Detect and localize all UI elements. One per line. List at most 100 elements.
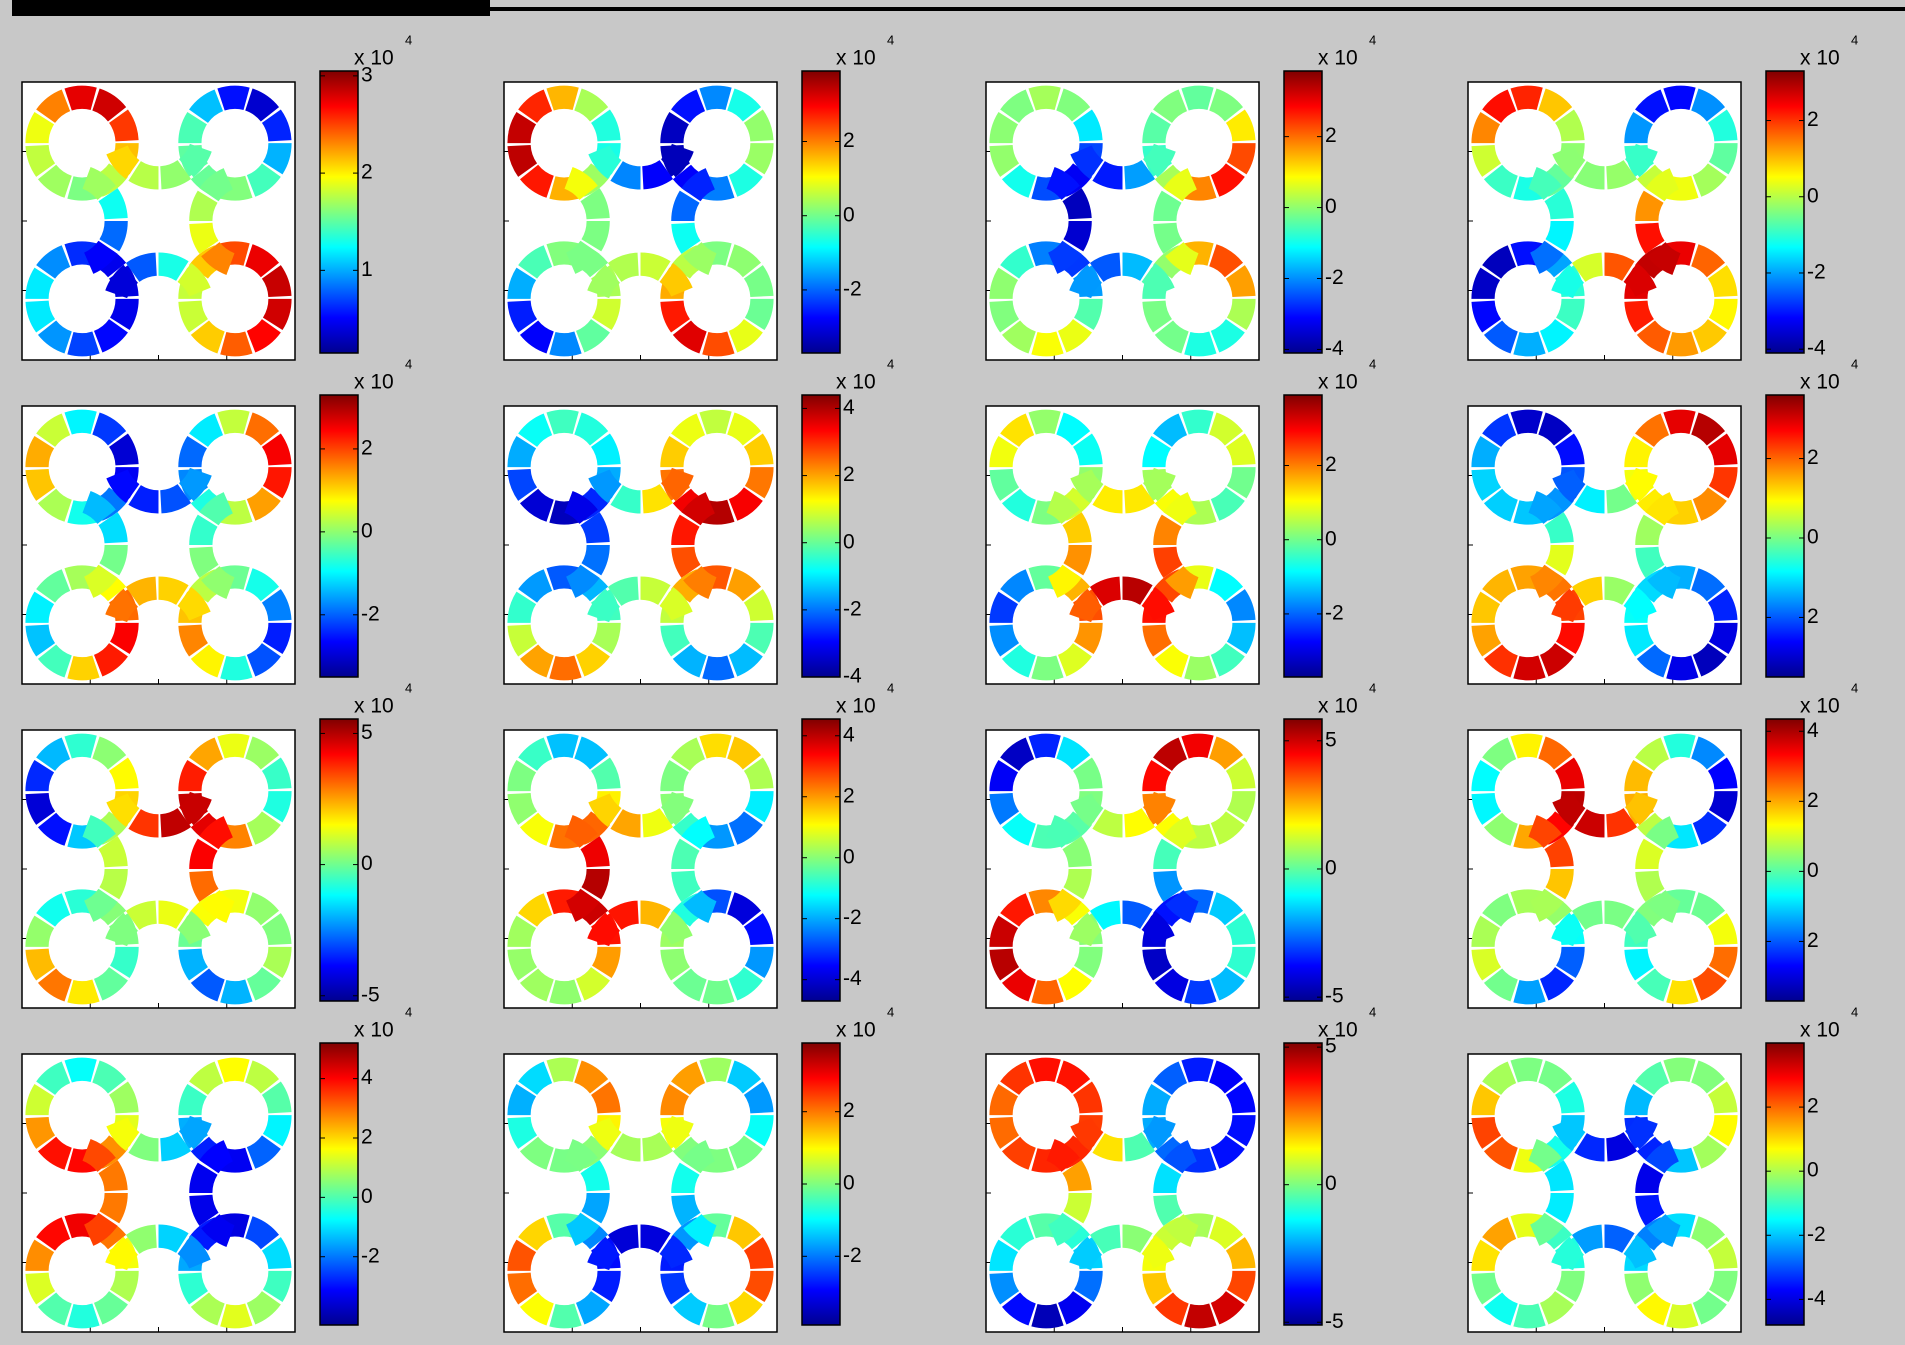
field-segment bbox=[1047, 240, 1082, 274]
field-segment bbox=[1663, 733, 1696, 759]
field-segment bbox=[1070, 792, 1104, 828]
field-segment bbox=[105, 912, 139, 947]
field-segment bbox=[573, 88, 609, 123]
field-segment bbox=[1624, 1083, 1654, 1116]
colorbar-tick-label: 0 bbox=[1325, 857, 1337, 880]
field-segment bbox=[1635, 1061, 1670, 1096]
field-segment bbox=[519, 812, 555, 846]
field-segment bbox=[109, 1270, 139, 1303]
field-segment bbox=[37, 1291, 73, 1326]
field-segment bbox=[81, 167, 116, 201]
colorbar-tick-label: -2 bbox=[843, 597, 862, 620]
colorbar-multiplier: x 10 bbox=[836, 47, 876, 70]
field-segment bbox=[1513, 331, 1546, 357]
colorbar-exponent: 4 bbox=[1851, 1004, 1858, 1019]
colorbar-multiplier: x 10 bbox=[1318, 371, 1358, 394]
field-segment bbox=[518, 893, 553, 928]
field-segment bbox=[125, 576, 158, 607]
field-segment bbox=[1055, 736, 1091, 771]
field-segment bbox=[610, 484, 642, 514]
field-segment bbox=[1482, 569, 1517, 604]
field-segment bbox=[83, 564, 118, 598]
field-segment bbox=[244, 736, 280, 771]
colorbar-multiplier: x 10 bbox=[836, 371, 876, 394]
field-segment bbox=[1624, 467, 1658, 502]
field-segment bbox=[1210, 642, 1245, 677]
field-segment bbox=[1045, 167, 1080, 201]
field-segment bbox=[989, 468, 1020, 501]
field-segment bbox=[261, 109, 292, 142]
field-segment bbox=[1047, 1212, 1082, 1246]
field-segment bbox=[64, 85, 97, 111]
field-segment bbox=[1121, 1224, 1153, 1254]
field-segment bbox=[1623, 910, 1657, 946]
field-segment bbox=[744, 622, 774, 655]
axes-box bbox=[503, 1053, 778, 1333]
colorbar-tick-label: 2 bbox=[1325, 453, 1337, 476]
colorbar-tick-label: 2 bbox=[1807, 446, 1819, 469]
field-segment bbox=[726, 1216, 762, 1250]
colorbar-tick-label: 4 bbox=[361, 1066, 373, 1089]
colorbar-tick-label: -2 bbox=[1807, 1223, 1826, 1246]
colorbar-multiplier: x 10 bbox=[354, 1019, 394, 1042]
field-segment bbox=[519, 643, 555, 678]
field-segment bbox=[660, 791, 694, 826]
field-segment bbox=[1692, 1134, 1727, 1169]
colorbar-tick-label: -4 bbox=[1325, 337, 1344, 360]
field-segment bbox=[177, 1234, 211, 1270]
field-segment bbox=[1603, 252, 1635, 282]
field-segment bbox=[989, 948, 1020, 981]
field-segment bbox=[744, 790, 774, 823]
field-segment bbox=[728, 810, 763, 845]
field-segment bbox=[1554, 433, 1585, 466]
field-segment bbox=[91, 412, 127, 447]
field-segment bbox=[1000, 569, 1035, 604]
field-segment bbox=[671, 737, 706, 772]
field-segment bbox=[1031, 1303, 1064, 1329]
field-segment bbox=[1121, 576, 1153, 606]
field-segment bbox=[518, 1061, 553, 1096]
field-segment bbox=[189, 413, 224, 448]
field-segment bbox=[1605, 807, 1638, 838]
field-segment bbox=[199, 492, 234, 526]
colorbar-tick-label: 5 bbox=[1325, 1035, 1337, 1058]
field-segment bbox=[1225, 1081, 1256, 1114]
field-segment bbox=[1545, 1192, 1574, 1224]
field-segment bbox=[261, 589, 292, 622]
axes-box bbox=[21, 729, 296, 1009]
field-segment bbox=[64, 409, 97, 435]
colorbar-tick-label: 2 bbox=[1807, 1095, 1819, 1118]
field-segment bbox=[507, 144, 538, 177]
field-segment bbox=[743, 1081, 774, 1114]
colorbar-multiplier: x 10 bbox=[1800, 371, 1840, 394]
field-segment bbox=[681, 168, 716, 202]
field-segment bbox=[1225, 757, 1256, 790]
field-segment bbox=[244, 1060, 280, 1095]
field-segment bbox=[639, 900, 671, 930]
field-segment bbox=[67, 655, 100, 681]
field-segment bbox=[189, 1061, 224, 1096]
field-segment bbox=[1471, 948, 1502, 981]
colorbar-exponent: 4 bbox=[1369, 680, 1376, 695]
field-segment bbox=[1141, 586, 1175, 622]
field-segment bbox=[1471, 267, 1501, 300]
colorbar bbox=[1283, 394, 1323, 678]
field-segment bbox=[1690, 1060, 1726, 1095]
field-segment bbox=[93, 642, 128, 677]
field-segment bbox=[1555, 622, 1585, 655]
field-segment bbox=[660, 759, 690, 792]
colorbar-multiplier: x 10 bbox=[1800, 1019, 1840, 1042]
field-segment bbox=[81, 815, 116, 849]
field-segment bbox=[581, 544, 610, 576]
field-segment bbox=[607, 1224, 640, 1255]
field-segment bbox=[1545, 220, 1574, 252]
field-segment bbox=[1142, 1115, 1176, 1150]
field-segment bbox=[25, 591, 55, 624]
field-segment bbox=[588, 468, 622, 504]
field-segment bbox=[1690, 244, 1726, 278]
field-segment bbox=[1062, 512, 1092, 544]
field-segment bbox=[1181, 733, 1214, 759]
field-segment bbox=[262, 1270, 292, 1303]
field-segment bbox=[25, 1272, 56, 1305]
